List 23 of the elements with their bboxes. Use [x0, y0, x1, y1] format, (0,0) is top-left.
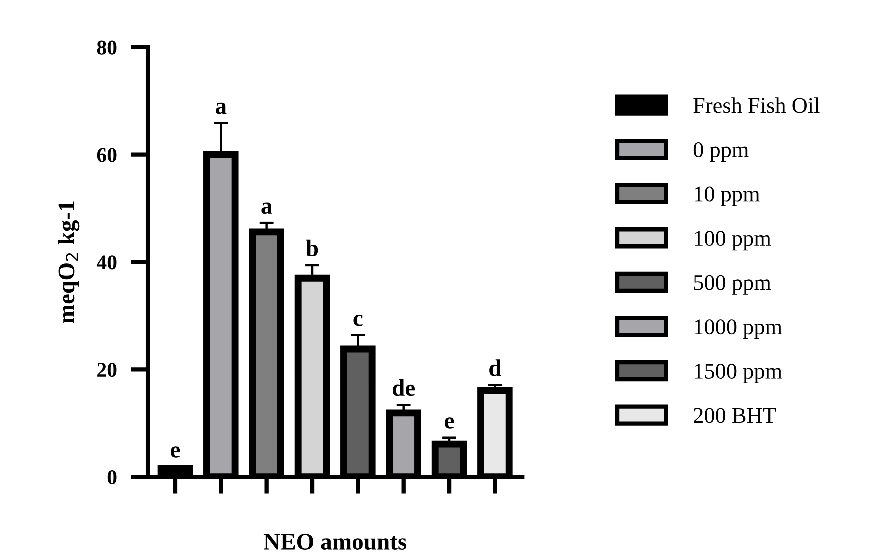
- legend-label: 1000 ppm: [695, 320, 782, 340]
- legend-label: 0 ppm: [694, 142, 749, 162]
- legend-label: 1500 ppm: [695, 364, 782, 384]
- y-tick-label: 20: [98, 363, 117, 378]
- legend-label: 500 ppm: [694, 275, 772, 295]
- annotation: a: [216, 102, 227, 114]
- annotation: d: [490, 360, 502, 376]
- legend-label: 10 ppm: [695, 186, 760, 206]
- x-axis-title: NEO amounts: [264, 534, 407, 550]
- y-tick-label: 80: [97, 40, 117, 55]
- y-tick-label: 60: [97, 148, 117, 162]
- legend-label: Fresh Fish Oil: [694, 98, 820, 114]
- annotation: e: [171, 446, 180, 458]
- y-tick-label: 0: [108, 470, 117, 485]
- annotation: de: [392, 380, 416, 396]
- annotation: c: [354, 314, 363, 326]
- legend-label: 100 ppm: [695, 231, 772, 251]
- annotation: e: [445, 418, 454, 429]
- annotation: b: [306, 240, 318, 257]
- y-tick-label: 40: [96, 256, 117, 270]
- y-axis-title: meqO$_{2}$ kg-1: [58, 202, 80, 324]
- legend-label: 200 BHT: [694, 408, 776, 424]
- annotation: a: [262, 202, 272, 214]
